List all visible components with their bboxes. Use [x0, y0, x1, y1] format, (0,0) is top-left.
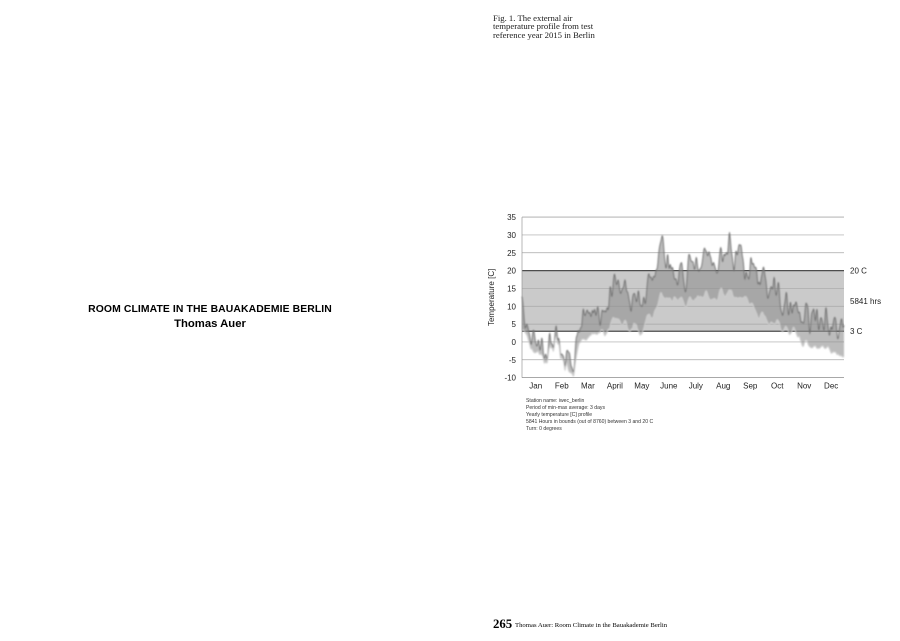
svg-text:15: 15	[507, 284, 516, 293]
svg-text:Oct: Oct	[771, 382, 784, 391]
svg-text:Feb: Feb	[555, 382, 569, 391]
svg-text:Jan: Jan	[529, 382, 542, 391]
svg-text:-5: -5	[509, 356, 517, 365]
svg-text:20 C: 20 C	[850, 267, 867, 276]
svg-text:0: 0	[512, 338, 517, 347]
svg-text:20: 20	[507, 267, 516, 276]
svg-text:5841 hrs: 5841 hrs	[850, 297, 881, 306]
svg-text:30: 30	[507, 231, 516, 240]
svg-text:Temperature [C]: Temperature [C]	[487, 269, 496, 326]
svg-text:10: 10	[507, 302, 516, 311]
svg-text:Nov: Nov	[797, 382, 811, 391]
svg-text:35: 35	[507, 213, 516, 222]
svg-text:Sep: Sep	[743, 382, 758, 391]
svg-text:-10: -10	[504, 374, 516, 383]
svg-text:May: May	[634, 382, 649, 391]
svg-text:June: June	[660, 382, 678, 391]
svg-text:July: July	[689, 382, 703, 391]
svg-text:5: 5	[512, 320, 517, 329]
svg-text:Aug: Aug	[716, 382, 730, 391]
svg-text:April: April	[607, 382, 623, 391]
svg-text:25: 25	[507, 249, 516, 258]
svg-text:3 C: 3 C	[850, 327, 863, 336]
svg-text:Dec: Dec	[824, 382, 838, 391]
svg-text:Mar: Mar	[581, 382, 595, 391]
